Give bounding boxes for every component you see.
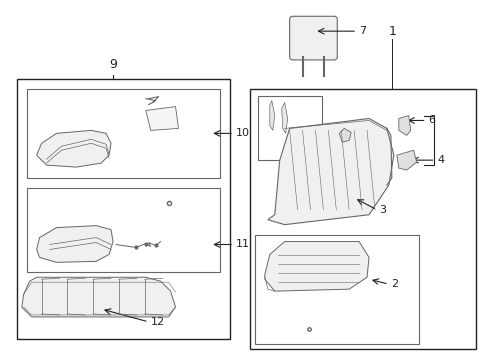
Text: 12: 12: [150, 317, 164, 327]
Polygon shape: [339, 129, 350, 142]
Bar: [27, 89, 220, 178]
Text: 2: 2: [390, 279, 397, 289]
Text: 8: 8: [346, 123, 353, 134]
Bar: [17, 79, 230, 339]
Polygon shape: [37, 226, 113, 262]
Text: 3: 3: [378, 205, 385, 215]
Polygon shape: [281, 103, 287, 133]
Polygon shape: [398, 116, 410, 135]
Bar: [254, 235, 418, 344]
Text: 9: 9: [109, 58, 117, 71]
Polygon shape: [396, 150, 416, 170]
Polygon shape: [269, 100, 274, 130]
Polygon shape: [267, 118, 393, 225]
Polygon shape: [21, 277, 175, 317]
Polygon shape: [37, 130, 111, 167]
Text: 7: 7: [358, 26, 366, 36]
Text: 6: 6: [427, 116, 435, 126]
Polygon shape: [264, 242, 368, 291]
Bar: [257, 96, 322, 160]
Bar: [249, 89, 475, 349]
FancyBboxPatch shape: [289, 16, 337, 60]
Polygon shape: [145, 107, 178, 130]
Text: 4: 4: [437, 155, 444, 165]
Text: 10: 10: [236, 129, 249, 138]
Text: 5: 5: [370, 129, 377, 138]
Bar: [27, 188, 220, 272]
Text: 11: 11: [236, 239, 249, 249]
Text: 1: 1: [388, 24, 396, 38]
